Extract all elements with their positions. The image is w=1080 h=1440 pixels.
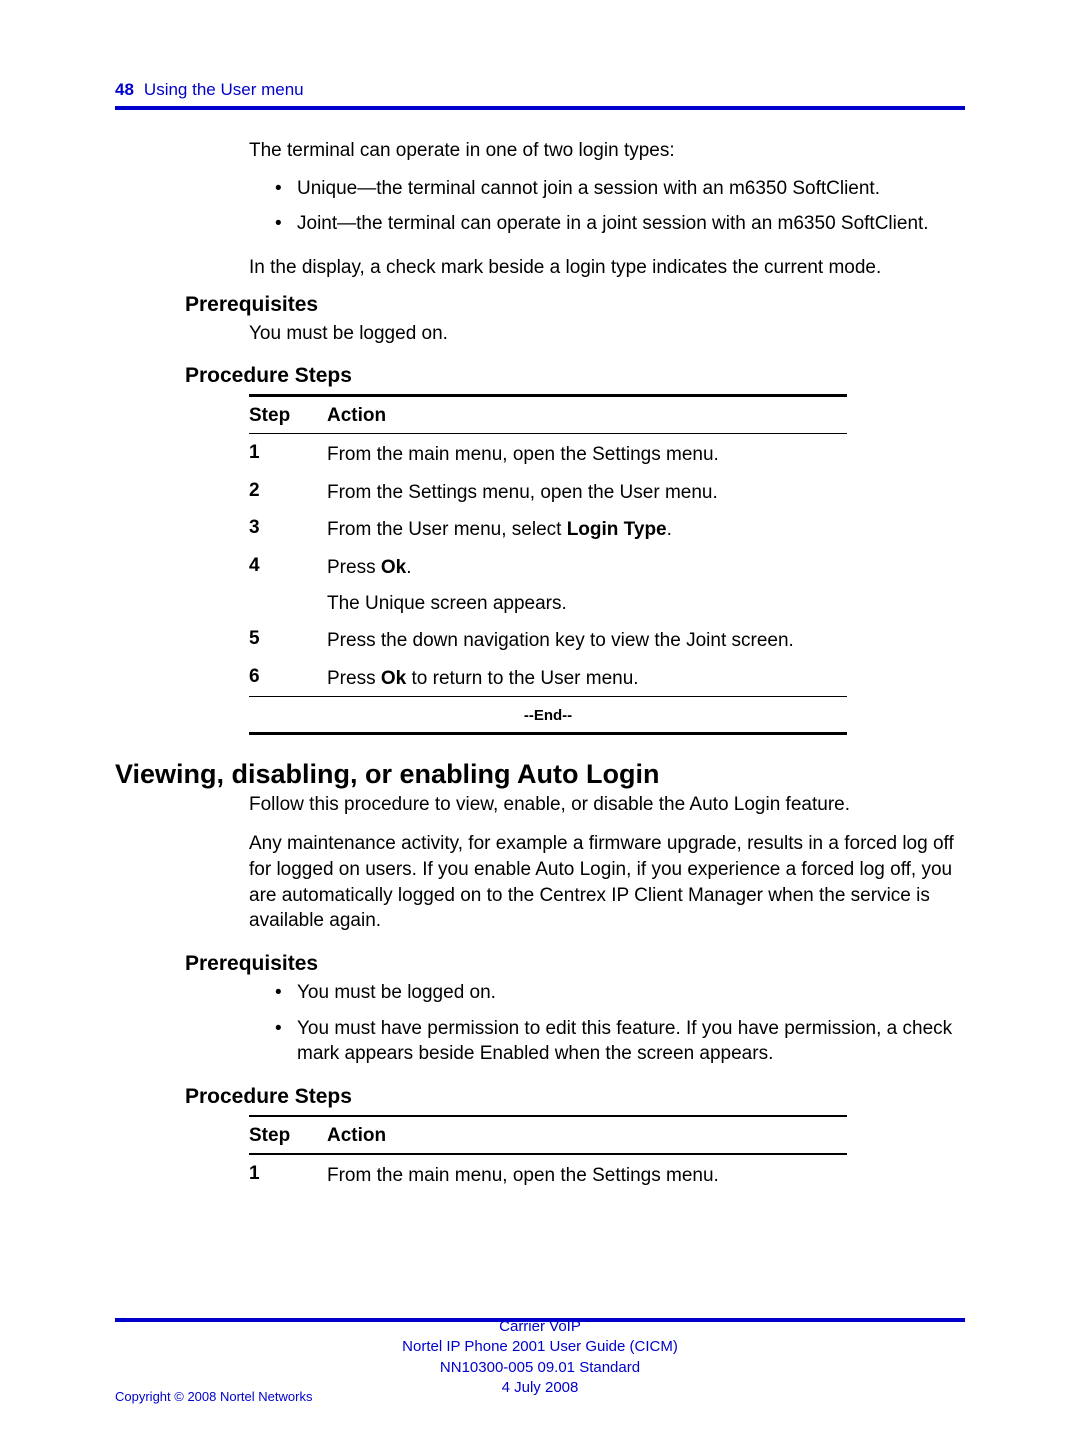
table-row: 4 Press Ok. The Unique screen appears.: [249, 547, 847, 620]
table-row: 1 From the main menu, open the Settings …: [249, 1155, 847, 1193]
col-step-header: Step: [249, 1125, 327, 1147]
section2-p2: Any maintenance activity, for example a …: [249, 831, 965, 934]
step-action: Press the down navigation key to view th…: [327, 628, 847, 654]
table-row: 3 From the User menu, select Login Type.: [249, 509, 847, 547]
table-row: 2 From the Settings menu, open the User …: [249, 472, 847, 510]
page-number: 48: [115, 80, 134, 100]
intro-after: In the display, a check mark beside a lo…: [249, 255, 965, 281]
footer-line2: Nortel IP Phone 2001 User Guide (CICM): [0, 1337, 1080, 1357]
footer-block: Carrier VoIP Nortel IP Phone 2001 User G…: [0, 1317, 1080, 1398]
footer-line1: Carrier VoIP: [0, 1317, 1080, 1337]
step-text-bold: Ok: [381, 668, 406, 689]
table-rule: [249, 732, 847, 735]
step-number: 5: [249, 628, 327, 654]
procedure-steps-heading: Procedure Steps: [185, 364, 965, 388]
table-row: 6 Press Ok to return to the User menu.: [249, 658, 847, 696]
procedure-steps-heading: Procedure Steps: [185, 1085, 965, 1109]
step-text-post: .: [406, 557, 411, 578]
footer-line3a: NN10300-005 09.01: [440, 1359, 579, 1376]
step-text-pre: Press: [327, 557, 381, 578]
step-text-bold: Ok: [381, 557, 406, 578]
step-number: 6: [249, 666, 327, 692]
intro-bullet-list: Unique—the terminal cannot join a sessio…: [249, 176, 965, 237]
step-text-bold: Login Type: [567, 519, 667, 540]
step-action: Press Ok to return to the User menu.: [327, 666, 847, 692]
header-section-title: Using the User menu: [144, 80, 304, 100]
step-action: Press Ok. The Unique screen appears.: [327, 555, 847, 616]
table-row: 1 From the main menu, open the Settings …: [249, 434, 847, 472]
step-action: From the User menu, select Login Type.: [327, 517, 847, 543]
step-action: From the main menu, open the Settings me…: [327, 442, 847, 468]
step-number: 2: [249, 480, 327, 506]
intro-bullet: Unique—the terminal cannot join a sessio…: [275, 176, 965, 202]
step-text-post: .: [667, 519, 672, 540]
procedure-table-2: Step Action 1 From the main menu, open t…: [249, 1115, 847, 1193]
col-step-header: Step: [249, 405, 327, 427]
prerequisites-text: You must be logged on.: [249, 321, 965, 347]
prereq-bullet: You must have permission to edit this fe…: [275, 1016, 965, 1067]
section-title: Viewing, disabling, or enabling Auto Log…: [115, 759, 965, 790]
step-number: 3: [249, 517, 327, 543]
step-action: From the main menu, open the Settings me…: [327, 1163, 847, 1189]
prerequisites-heading: Prerequisites: [185, 293, 965, 317]
intro-lead: The terminal can operate in one of two l…: [249, 138, 965, 164]
copyright: Copyright © 2008 Nortel Networks: [115, 1389, 312, 1404]
section2-p1: Follow this procedure to view, enable, o…: [249, 792, 965, 818]
step-number: 1: [249, 1163, 327, 1189]
procedure-table-1: Step Action 1 From the main menu, open t…: [249, 394, 847, 734]
step-text-post: to return to the User menu.: [406, 668, 638, 689]
step-action: From the Settings menu, open the User me…: [327, 480, 847, 506]
col-action-header: Action: [327, 1125, 847, 1147]
step-subtext: The Unique screen appears.: [327, 591, 847, 617]
footer-line3b: Standard: [579, 1359, 640, 1376]
prerequisites-heading: Prerequisites: [185, 952, 965, 976]
intro-bullet: Joint—the terminal can operate in a join…: [275, 211, 965, 237]
table-header-row: Step Action: [249, 1117, 847, 1153]
step-number: 1: [249, 442, 327, 468]
col-action-header: Action: [327, 405, 847, 427]
table-header-row: Step Action: [249, 397, 847, 433]
step-text-pre: Press: [327, 668, 381, 689]
footer-line3: NN10300-005 09.01 Standard: [0, 1358, 1080, 1378]
prereq-bullet-list: You must be logged on. You must have per…: [249, 980, 965, 1067]
table-end-marker: --End--: [249, 697, 847, 732]
step-text-pre: From the User menu, select: [327, 519, 567, 540]
step-number: 4: [249, 555, 327, 616]
prereq-bullet: You must be logged on.: [275, 980, 965, 1006]
header-rule: [115, 106, 965, 110]
table-row: 5 Press the down navigation key to view …: [249, 620, 847, 658]
